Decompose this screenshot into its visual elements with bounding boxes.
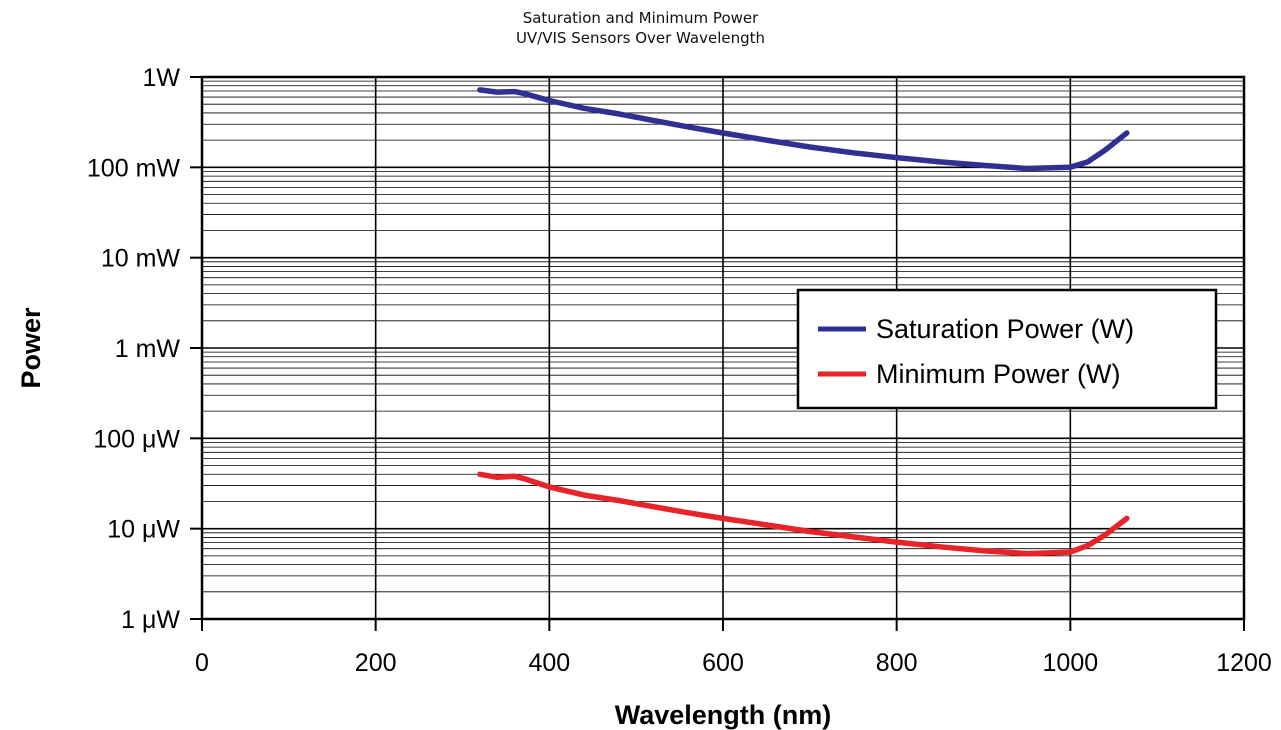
chart-title-line-2: UV/VIS Sensors Over Wavelength (515, 29, 766, 47)
series-line-0 (477, 87, 1130, 172)
y-tick-label: 10 mW (101, 245, 181, 273)
y-tick-label: 1W (143, 64, 181, 92)
x-tick-label: 1200 (1216, 649, 1272, 677)
y-axis: 1 μW 10 μW 100 μW 1 mW 10 mW 100 mW 1W (87, 64, 202, 634)
x-tick-label: 400 (528, 649, 570, 677)
legend-label-minimum: Minimum Power (W) (876, 359, 1121, 389)
y-axis-label: Power (16, 307, 46, 389)
chart-title-line-1: Saturation and Minimum Power (522, 9, 759, 27)
y-tick-label: 100 mW (87, 154, 180, 182)
legend-label-saturation: Saturation Power (W) (876, 314, 1134, 344)
series-line-1 (477, 471, 1130, 557)
x-axis: 0 200 400 600 800 1000 1200 (195, 619, 1272, 677)
x-tick-label: 600 (702, 649, 744, 677)
x-tick-label: 800 (876, 649, 918, 677)
series-layer (477, 87, 1130, 557)
y-tick-label: 10 μW (107, 516, 180, 544)
y-tick-label: 100 μW (93, 425, 180, 453)
legend: Saturation Power (W) Minimum Power (W) (796, 288, 1218, 410)
x-tick-label: 1000 (1043, 649, 1099, 677)
legend-box (796, 288, 1218, 410)
x-tick-label: 0 (195, 649, 209, 677)
y-tick-label: 1 μW (121, 606, 180, 634)
y-tick-label: 1 mW (115, 335, 181, 363)
x-axis-label: Wavelength (nm) (615, 700, 832, 730)
x-tick-label: 200 (355, 649, 397, 677)
